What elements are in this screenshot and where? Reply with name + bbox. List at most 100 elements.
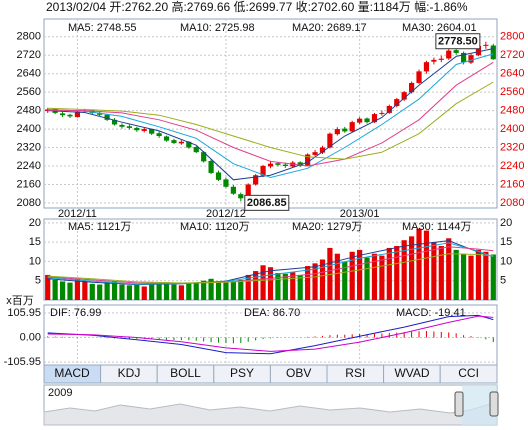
volume-bar	[267, 267, 274, 300]
volume-bar	[423, 230, 430, 300]
volume-bar	[446, 238, 452, 300]
indicator-line	[47, 253, 494, 284]
volume-bar	[475, 249, 482, 300]
annotation: 2086.85	[247, 197, 287, 209]
navigator-label: 2009	[48, 387, 72, 399]
y-tick-label: 2320	[17, 141, 41, 153]
candle-body	[163, 136, 170, 141]
y-tick-label-right: 5	[500, 275, 506, 287]
tab-label[interactable]: RSI	[345, 366, 365, 380]
candle-body	[453, 50, 459, 53]
volume-bar	[431, 242, 437, 300]
candle-body	[401, 92, 407, 100]
tab-label[interactable]: MACD	[54, 366, 90, 380]
y-tick-label-right: 2080	[500, 197, 524, 209]
volume-bar	[52, 279, 58, 300]
candle-body	[282, 164, 288, 166]
navigator-handle[interactable]	[489, 391, 499, 417]
indicator-line	[47, 81, 494, 160]
volume-bar	[245, 274, 251, 300]
candle-body	[59, 113, 66, 116]
y-tick-label-right: 2160	[500, 178, 524, 190]
legend-entry: MA10: 1120万	[180, 221, 250, 233]
candle-body	[408, 82, 415, 93]
volume-bar	[460, 253, 467, 300]
volume-bar	[134, 284, 140, 300]
volume-bar	[290, 272, 296, 300]
volume-bar	[371, 253, 378, 300]
candle-body	[111, 119, 118, 125]
volume-bar	[201, 280, 207, 300]
volume-bar	[74, 278, 81, 300]
y-tick-label-right: 2640	[500, 68, 524, 80]
volume-bar	[438, 246, 444, 300]
volume-bar	[149, 284, 155, 300]
tab-label[interactable]: BOLL	[170, 366, 201, 380]
y-tick-label-right: 2240	[500, 160, 524, 172]
x-tick-label: 2012/12	[206, 208, 246, 220]
candle-body	[438, 58, 444, 60]
y-tick-label-right: 20	[500, 217, 512, 229]
candle-body	[134, 127, 140, 131]
tab-label[interactable]: CCI	[458, 366, 479, 380]
candle-body	[334, 129, 340, 135]
candle-body	[171, 140, 177, 143]
volume-bar	[104, 282, 110, 300]
candle-body	[446, 50, 452, 59]
volume-bar	[357, 249, 363, 300]
indicator-line	[47, 48, 494, 181]
candle-body	[238, 194, 244, 199]
navigator-handle[interactable]	[454, 391, 464, 417]
volume-bar	[349, 251, 355, 300]
candle-body	[260, 166, 266, 176]
y-tick-label: -105.95	[4, 356, 41, 368]
annotation: 2778.50	[438, 36, 478, 48]
candle-body	[149, 129, 155, 134]
volume-bar	[275, 273, 281, 300]
tab[interactable]	[439, 364, 498, 384]
y-tick-label: 2640	[17, 68, 41, 80]
candle-body	[357, 118, 363, 123]
legend-entry: DEA: 86.70	[244, 307, 300, 319]
indicator-line	[47, 315, 494, 352]
y-tick-label: 2720	[17, 49, 41, 61]
volume-bar	[89, 283, 95, 300]
tab-label[interactable]: OBV	[286, 366, 311, 380]
volume-bar	[334, 253, 340, 300]
volume-bar	[364, 257, 370, 300]
candle-body	[379, 112, 385, 114]
y-tick-label: 2560	[17, 86, 41, 98]
volume-bar	[230, 281, 236, 300]
candle-body	[483, 44, 489, 46]
candle-body	[394, 99, 400, 106]
legend-entry: DIF: 76.99	[50, 307, 101, 319]
tab-label[interactable]: WVAD	[394, 366, 429, 380]
tab-label[interactable]: PSY	[230, 366, 254, 380]
candle-body	[178, 141, 184, 144]
tab-label[interactable]: KDJ	[118, 366, 141, 380]
candle-body	[349, 122, 355, 132]
candle-body	[416, 71, 422, 83]
volume-bar	[312, 263, 318, 300]
navigator: 2009	[43, 384, 499, 426]
candle-body	[319, 147, 326, 153]
y-tick-label: 15	[29, 236, 41, 248]
y-axis-label: x百万	[6, 295, 34, 307]
annotation-box	[435, 33, 481, 50]
candle-body	[141, 129, 147, 131]
y-tick-label-right: 2720	[500, 49, 524, 61]
y-tick-label: 2160	[17, 178, 41, 190]
volume-bar	[319, 259, 326, 300]
candle-body	[208, 160, 214, 173]
volume-bar	[223, 282, 229, 300]
candle-body	[423, 62, 430, 72]
indicator-tabs: MACD KDJ BOLL PSY OBV RSI WVAD CCI	[43, 364, 498, 384]
volume-bar	[401, 240, 407, 300]
volume-bar	[490, 254, 496, 300]
volume-bar	[163, 282, 170, 300]
close: 收:2702.60	[296, 0, 355, 14]
candle-body	[468, 55, 474, 63]
volume-bar	[483, 251, 489, 300]
candle-body	[431, 59, 437, 62]
